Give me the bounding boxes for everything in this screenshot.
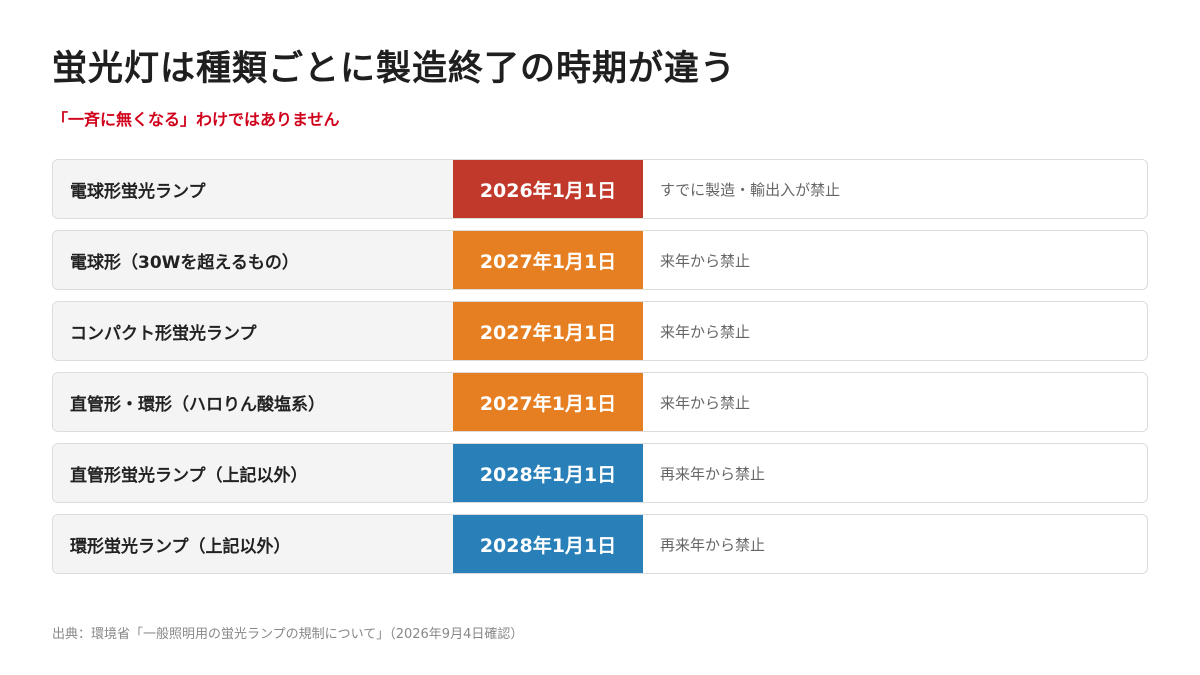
status-note: 来年から禁止 bbox=[660, 322, 751, 341]
lamp-type-label: 環形蛍光ランプ（上記以外） bbox=[53, 515, 453, 573]
page-title: 蛍光灯は種類ごとに製造終了の時期が違う bbox=[52, 49, 737, 89]
lamp-type-label: 電球形蛍光ランプ bbox=[53, 160, 453, 218]
table-row: 直管形蛍光ランプ（上記以外） 2028年1月1日 再来年から禁止 bbox=[52, 443, 1148, 503]
lamp-type-label: 直管形・環形（ハロりん酸塩系） bbox=[53, 373, 453, 431]
table-row: 電球形蛍光ランプ 2026年1月1日 すでに製造・輸出入が禁止 bbox=[52, 159, 1148, 219]
phaseout-table: 電球形蛍光ランプ 2026年1月1日 すでに製造・輸出入が禁止 電球形（30Wを… bbox=[52, 159, 1148, 585]
status-note: 来年から禁止 bbox=[660, 393, 751, 412]
status-note: 来年から禁止 bbox=[660, 251, 751, 270]
status-note: 再来年から禁止 bbox=[660, 464, 766, 483]
phaseout-date: 2027年1月1日 bbox=[453, 231, 643, 289]
table-row: 環形蛍光ランプ（上記以外） 2028年1月1日 再来年から禁止 bbox=[52, 514, 1148, 574]
phaseout-date: 2028年1月1日 bbox=[453, 444, 643, 502]
source-note: 出典：環境省「一般照明用の蛍光ランプの規制について」（2026年9月4日確認） bbox=[52, 627, 524, 642]
phaseout-date: 2026年1月1日 bbox=[453, 160, 643, 218]
table-row: コンパクト形蛍光ランプ 2027年1月1日 来年から禁止 bbox=[52, 301, 1148, 361]
status-note: 再来年から禁止 bbox=[660, 535, 766, 554]
lamp-type-label: 電球形（30Wを超えるもの） bbox=[53, 231, 453, 289]
phaseout-date: 2027年1月1日 bbox=[453, 373, 643, 431]
lamp-type-label: コンパクト形蛍光ランプ bbox=[53, 302, 453, 360]
table-row: 電球形（30Wを超えるもの） 2027年1月1日 来年から禁止 bbox=[52, 230, 1148, 290]
table-row: 直管形・環形（ハロりん酸塩系） 2027年1月1日 来年から禁止 bbox=[52, 372, 1148, 432]
status-note: すでに製造・輸出入が禁止 bbox=[660, 180, 841, 199]
phaseout-date: 2028年1月1日 bbox=[453, 515, 643, 573]
page-subtitle: 「一斉に無くなる」わけではありません bbox=[52, 110, 340, 129]
phaseout-date: 2027年1月1日 bbox=[453, 302, 643, 360]
lamp-type-label: 直管形蛍光ランプ（上記以外） bbox=[53, 444, 453, 502]
